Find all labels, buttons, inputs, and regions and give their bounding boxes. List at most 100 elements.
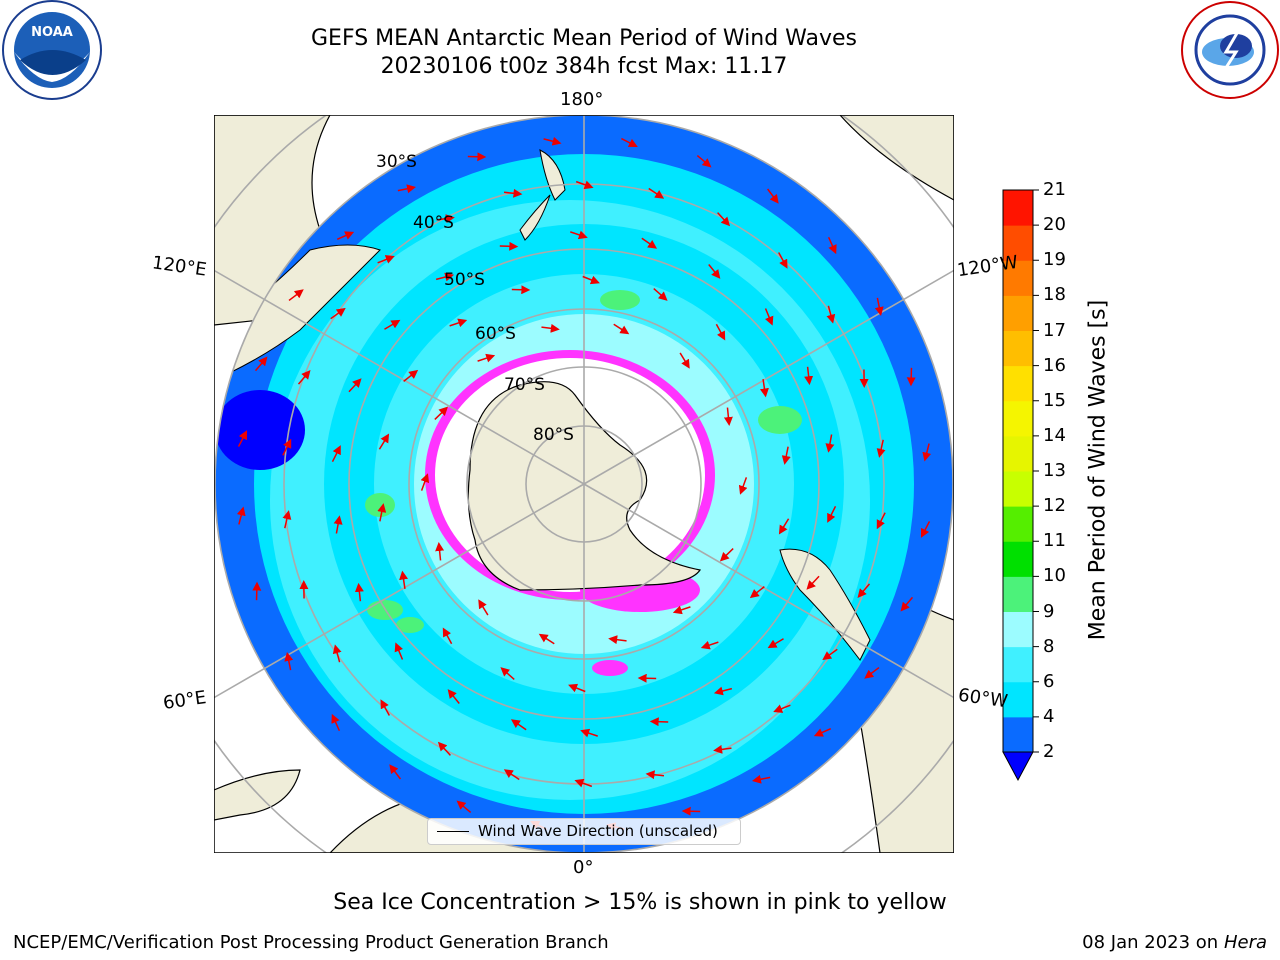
direction-arrow [767,638,784,649]
direction-arrow [764,308,774,326]
legend-line-swatch [437,831,469,832]
colorbar-tick-label: 19 [1043,249,1066,271]
direction-arrow [420,473,430,491]
direction-arrow [760,379,769,398]
colorbar-swatch [1003,330,1033,367]
direction-arrow [377,255,395,264]
direction-arrow [330,307,346,320]
direction-arrow [236,506,246,525]
direction-arrow [237,430,248,447]
direction-arrow [778,518,790,535]
direction-arrow [543,136,562,146]
direction-arrow [766,188,779,204]
colorbar-tick-label: 10 [1043,565,1066,587]
direction-arrow [500,667,515,680]
direction-arrow [827,236,837,255]
colorbar-swatch [1003,541,1033,577]
direction-arrow [649,717,669,727]
colorbar-tick-label: 12 [1043,495,1066,517]
direction-arrow [773,704,791,713]
direction-arrow [447,689,460,704]
direction-arrow [477,353,496,363]
svg-text:NOAA: NOAA [31,25,73,40]
direction-arrow [394,642,404,660]
direction-arrow [826,305,836,324]
colorbar-swatch [1003,576,1033,612]
direction-arrow [254,356,268,372]
colorbar-tick-label: 4 [1043,705,1055,727]
colorbar-under-extension [1002,751,1034,782]
direction-arrow [648,187,665,199]
direction-arrow [499,241,519,251]
direction-arrow [876,512,886,530]
direction-arrow [645,770,665,780]
footer-credit: NCEP/EMC/Verification Post Processing Pr… [13,932,609,953]
direction-arrow [442,627,453,645]
direction-arrow [397,184,417,194]
direction-arrow [749,586,765,599]
meridian-line [214,269,585,485]
direction-arrow [284,651,294,671]
direction-arrow [389,764,402,780]
latitude-circle [214,115,954,853]
direction-arrow [399,570,408,589]
lat-label-70s: 70°S [504,375,545,395]
direction-arrow [672,605,691,615]
direction-arrow [580,728,598,738]
lat-label-60s: 60°S [475,324,516,344]
direction-arrow [478,599,489,616]
direction-arrow [332,644,342,663]
colorbar-tick-label: 17 [1043,319,1066,341]
colorbar-tick-label: 6 [1043,670,1055,692]
direction-arrow [538,633,555,645]
direction-arrow [777,252,788,269]
colorbar [1002,189,1039,782]
colorbar-swatch [1003,611,1033,648]
direction-arrow [713,744,732,754]
direction-arrow [503,188,523,198]
lat-label-80s: 80°S [533,425,574,445]
direction-arrow [331,445,341,463]
sea-ice-caption: Sea Ice Concentration > 15% is shown in … [333,890,947,915]
direction-arrow [613,323,630,335]
direction-arrow [574,778,593,788]
colorbar-swatch [1003,295,1033,331]
colorbar-tick-label: 13 [1043,460,1066,481]
direction-arrow [380,699,391,716]
colorbar-tick-label: 16 [1043,354,1066,376]
colorbar-tick-label: 21 [1043,179,1066,200]
direction-arrow [679,352,690,369]
colorbar-swatch [1003,365,1033,402]
meridian-line [583,269,954,485]
chart-title: GEFS MEAN Antarctic Mean Period of Wind … [311,26,857,51]
legend-label: Wind Wave Direction (unscaled) [478,822,718,840]
direction-arrow [541,323,560,333]
direction-arrow [723,407,733,427]
direction-arrow [456,800,472,814]
direction-arrow [348,378,362,393]
map-legend: Wind Wave Direction (unscaled) [427,818,741,845]
lat-label-30s: 30°S [376,152,417,172]
colorbar-swatch [1003,225,1033,261]
direction-arrow [713,686,733,696]
direction-arrow [331,713,341,732]
lat-label-50s: 50°S [444,270,485,290]
direction-arrow [568,683,586,693]
direction-arrow [449,318,468,328]
direction-arrow [708,264,721,279]
colorbar-label: Mean Period of Wind Waves [s] [1085,299,1111,641]
direction-arrow [435,272,455,282]
direction-arrow [876,439,886,458]
nws-logo [1181,1,1279,99]
colorbar-tick-label: 18 [1043,284,1066,306]
direction-arrow [377,503,387,522]
colorbar-swatch [1003,681,1033,718]
map-frame [214,115,954,853]
colorbar-tick-label: 2 [1043,741,1055,762]
colorbar-swatch [1003,190,1033,226]
direction-arrow [354,582,364,602]
colorbar-swatch [1003,400,1033,437]
direction-arrow [403,369,419,382]
direction-arrow [437,741,451,756]
